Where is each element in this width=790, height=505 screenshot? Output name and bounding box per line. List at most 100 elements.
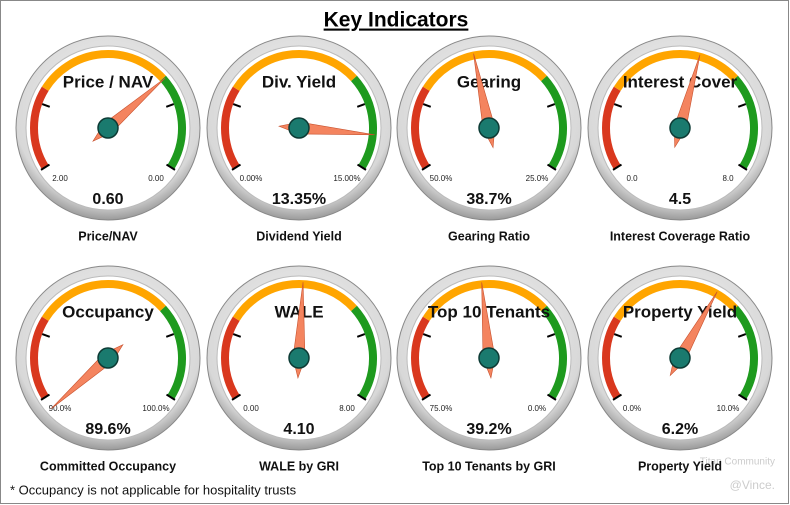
gauge-title: Gearing <box>457 72 521 91</box>
gauge-band <box>350 75 377 170</box>
range-end-tick <box>546 163 557 171</box>
gauge-band <box>30 86 49 170</box>
range-label: 90.0% <box>49 404 72 413</box>
gauge-band <box>602 316 621 400</box>
value-label: 39.2% <box>466 421 511 438</box>
gauge-tick <box>613 103 623 108</box>
range-label: 2.00 <box>52 174 68 183</box>
gauge-tick <box>356 333 366 338</box>
needle-hub <box>97 117 119 139</box>
gauge-title: Price / NAV <box>63 72 154 91</box>
gauge-band <box>411 316 430 400</box>
range-label: 50.0% <box>430 174 453 183</box>
gauge-caption: Property Yield <box>638 459 722 473</box>
gauge-caption: Dividend Yield <box>256 229 341 243</box>
range-end-tick <box>231 393 242 401</box>
gauge-title: Property Yield <box>623 302 737 321</box>
gauge-caption: Top 10 Tenants by GRI <box>422 459 556 473</box>
needle-hub <box>478 117 500 139</box>
gauge-band <box>41 280 166 321</box>
gauge-tick <box>232 103 242 108</box>
gauge-band <box>731 305 758 400</box>
range-end-tick <box>165 393 176 401</box>
gauge-band <box>731 75 758 170</box>
gauge-band <box>411 86 430 170</box>
needle-hub <box>669 117 691 139</box>
value-label: 0.60 <box>92 191 123 208</box>
range-end-tick <box>546 393 557 401</box>
gauge-tick <box>165 103 175 108</box>
gauge-caption: WALE by GRI <box>259 459 339 473</box>
gauge-title: Occupancy <box>62 302 154 321</box>
range-end-tick <box>231 163 242 171</box>
gauge-band <box>221 86 240 170</box>
gauge-tick <box>41 333 51 338</box>
gauge-band <box>613 50 738 91</box>
gauge-band <box>422 280 547 321</box>
gauge-band <box>30 316 49 400</box>
gauge-tick <box>546 333 556 338</box>
gauge-band <box>159 305 186 400</box>
needle-hub <box>669 347 691 369</box>
range-end-tick <box>737 393 748 401</box>
range-end-tick <box>40 393 51 401</box>
range-label: 10.0% <box>717 404 740 413</box>
footnote: * Occupancy is not applicable for hospit… <box>10 482 297 497</box>
gauge-caption: Interest Coverage Ratio <box>610 229 751 243</box>
page-title: Key Indicators <box>324 9 469 32</box>
gauge-band <box>602 86 621 170</box>
gauge-title: Top 10 Tenants <box>428 302 550 321</box>
value-label: 6.2% <box>662 421 698 438</box>
range-end-tick <box>612 393 623 401</box>
gauge-band <box>232 50 357 91</box>
range-end-tick <box>612 163 623 171</box>
range-label: 8.00 <box>339 404 355 413</box>
gauge-tick <box>737 103 747 108</box>
range-end-tick <box>165 163 176 171</box>
range-end-tick <box>421 163 432 171</box>
watermark: Titan Community <box>700 457 775 468</box>
gauge-tick <box>41 103 51 108</box>
range-end-tick <box>40 163 51 171</box>
range-end-tick <box>737 163 748 171</box>
needle-hub <box>288 347 310 369</box>
gauge-tick <box>737 333 747 338</box>
gauge-tick <box>546 103 556 108</box>
range-label: 0.00 <box>148 174 164 183</box>
value-label: 4.10 <box>283 421 314 438</box>
needle-hub <box>97 347 119 369</box>
gauge-band <box>422 50 547 91</box>
range-end-tick <box>356 163 367 171</box>
gauge-tick <box>356 103 366 108</box>
gauge-caption: Committed Occupancy <box>40 459 176 473</box>
range-label: 0.0 <box>626 174 638 183</box>
gauge-band <box>350 305 377 400</box>
gauge-band <box>232 280 357 321</box>
range-label: 0.00% <box>240 174 263 183</box>
watermark: @Vince. <box>730 478 775 492</box>
range-label: 15.00% <box>333 174 360 183</box>
range-label: 0.0% <box>623 404 641 413</box>
gauge-band <box>540 75 567 170</box>
range-label: 100.0% <box>142 404 169 413</box>
value-label: 4.5 <box>669 191 691 208</box>
gauge-tick <box>613 333 623 338</box>
gauge-tick <box>165 333 175 338</box>
needle-hub <box>288 117 310 139</box>
range-label: 25.0% <box>526 174 549 183</box>
gauge-band <box>159 75 186 170</box>
gauge-title: Interest Cover <box>623 72 738 91</box>
range-end-tick <box>356 393 367 401</box>
gauge-caption: Price/NAV <box>78 229 138 243</box>
value-label: 13.35% <box>272 191 326 208</box>
value-label: 89.6% <box>85 421 130 438</box>
needle-hub <box>478 347 500 369</box>
gauge-band <box>221 316 240 400</box>
range-label: 75.0% <box>430 404 453 413</box>
gauge-caption: Gearing Ratio <box>448 229 530 243</box>
range-end-tick <box>421 393 432 401</box>
range-label: 0.00 <box>243 404 259 413</box>
gauge-band <box>613 280 738 321</box>
